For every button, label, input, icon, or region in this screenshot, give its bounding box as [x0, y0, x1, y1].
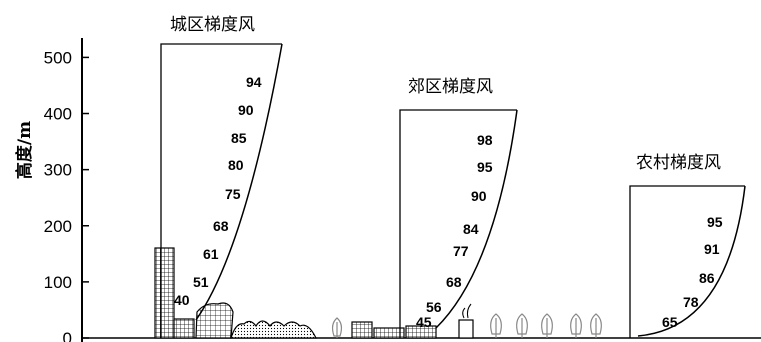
value-label: 86 — [699, 270, 715, 286]
smoke-icon — [462, 303, 472, 319]
value-label: 61 — [203, 246, 219, 262]
value-label: 51 — [193, 274, 209, 290]
y-axis: 0 100 200 300 400 500 — [44, 38, 89, 342]
rural-trees — [490, 313, 602, 338]
tree-icon — [516, 313, 528, 338]
value-label: 95 — [707, 214, 723, 230]
value-label: 98 — [477, 132, 493, 148]
tree-icon — [570, 313, 582, 338]
tall-building — [154, 247, 175, 339]
tree-icon — [590, 313, 602, 338]
suburban-bracket — [399, 109, 517, 338]
urban-buildings — [154, 247, 317, 339]
value-label: 90 — [471, 188, 487, 204]
suburban-wind-curve — [435, 109, 518, 329]
tree-icon — [331, 317, 343, 338]
suburban-value-labels: 45 56 68 77 84 90 95 98 — [416, 132, 493, 330]
tree-cluster — [195, 302, 234, 339]
value-label: 85 — [231, 130, 247, 146]
urban-value-labels: 40 51 61 68 75 80 85 90 94 — [174, 74, 262, 308]
value-label: 77 — [453, 243, 469, 259]
y-axis-label: 高度/m — [14, 121, 35, 179]
value-label: 95 — [477, 159, 493, 175]
rural-wind-curve — [637, 185, 746, 337]
value-label: 80 — [228, 157, 244, 173]
tree-icon — [490, 313, 502, 338]
rural-bracket — [629, 185, 745, 338]
rural-value-labels: 65 78 86 91 95 — [662, 214, 723, 330]
low-building — [173, 318, 195, 339]
value-label: 65 — [662, 314, 678, 330]
y-tick-label: 100 — [44, 273, 72, 292]
value-label: 78 — [683, 294, 699, 310]
value-label: 56 — [426, 299, 442, 315]
value-label: 84 — [463, 221, 479, 237]
y-tick-label: 400 — [44, 105, 72, 124]
rural-title: 农村梯度风 — [636, 153, 721, 173]
suburban-buildings — [331, 303, 474, 339]
value-label: 45 — [416, 314, 432, 330]
tree-icon — [541, 313, 553, 338]
value-label: 90 — [238, 102, 254, 118]
house-1 — [351, 321, 373, 339]
hills — [230, 320, 317, 339]
house-3 — [405, 325, 437, 339]
urban-profile: 城区梯度风 40 51 61 68 75 80 85 90 94 — [160, 15, 283, 338]
y-tick-label: 0 — [63, 329, 72, 342]
y-tick-label: 500 — [44, 48, 72, 67]
factory — [458, 319, 474, 339]
value-label: 68 — [446, 274, 462, 290]
value-label: 75 — [225, 186, 241, 202]
y-tick-label: 300 — [44, 161, 72, 180]
value-label: 94 — [246, 74, 262, 90]
urban-title: 城区梯度风 — [170, 15, 255, 35]
value-label: 91 — [704, 241, 720, 257]
suburban-profile: 郊区梯度风 45 56 68 77 84 90 95 98 — [399, 77, 518, 338]
rural-profile: 农村梯度风 65 78 86 91 95 — [629, 153, 746, 338]
urban-wind-curve — [195, 43, 283, 321]
value-label: 40 — [174, 292, 190, 308]
urban-bracket — [160, 43, 282, 338]
suburban-title: 郊区梯度风 — [408, 77, 493, 97]
house-2 — [373, 327, 405, 339]
value-label: 68 — [213, 218, 229, 234]
y-tick-label: 200 — [44, 217, 72, 236]
